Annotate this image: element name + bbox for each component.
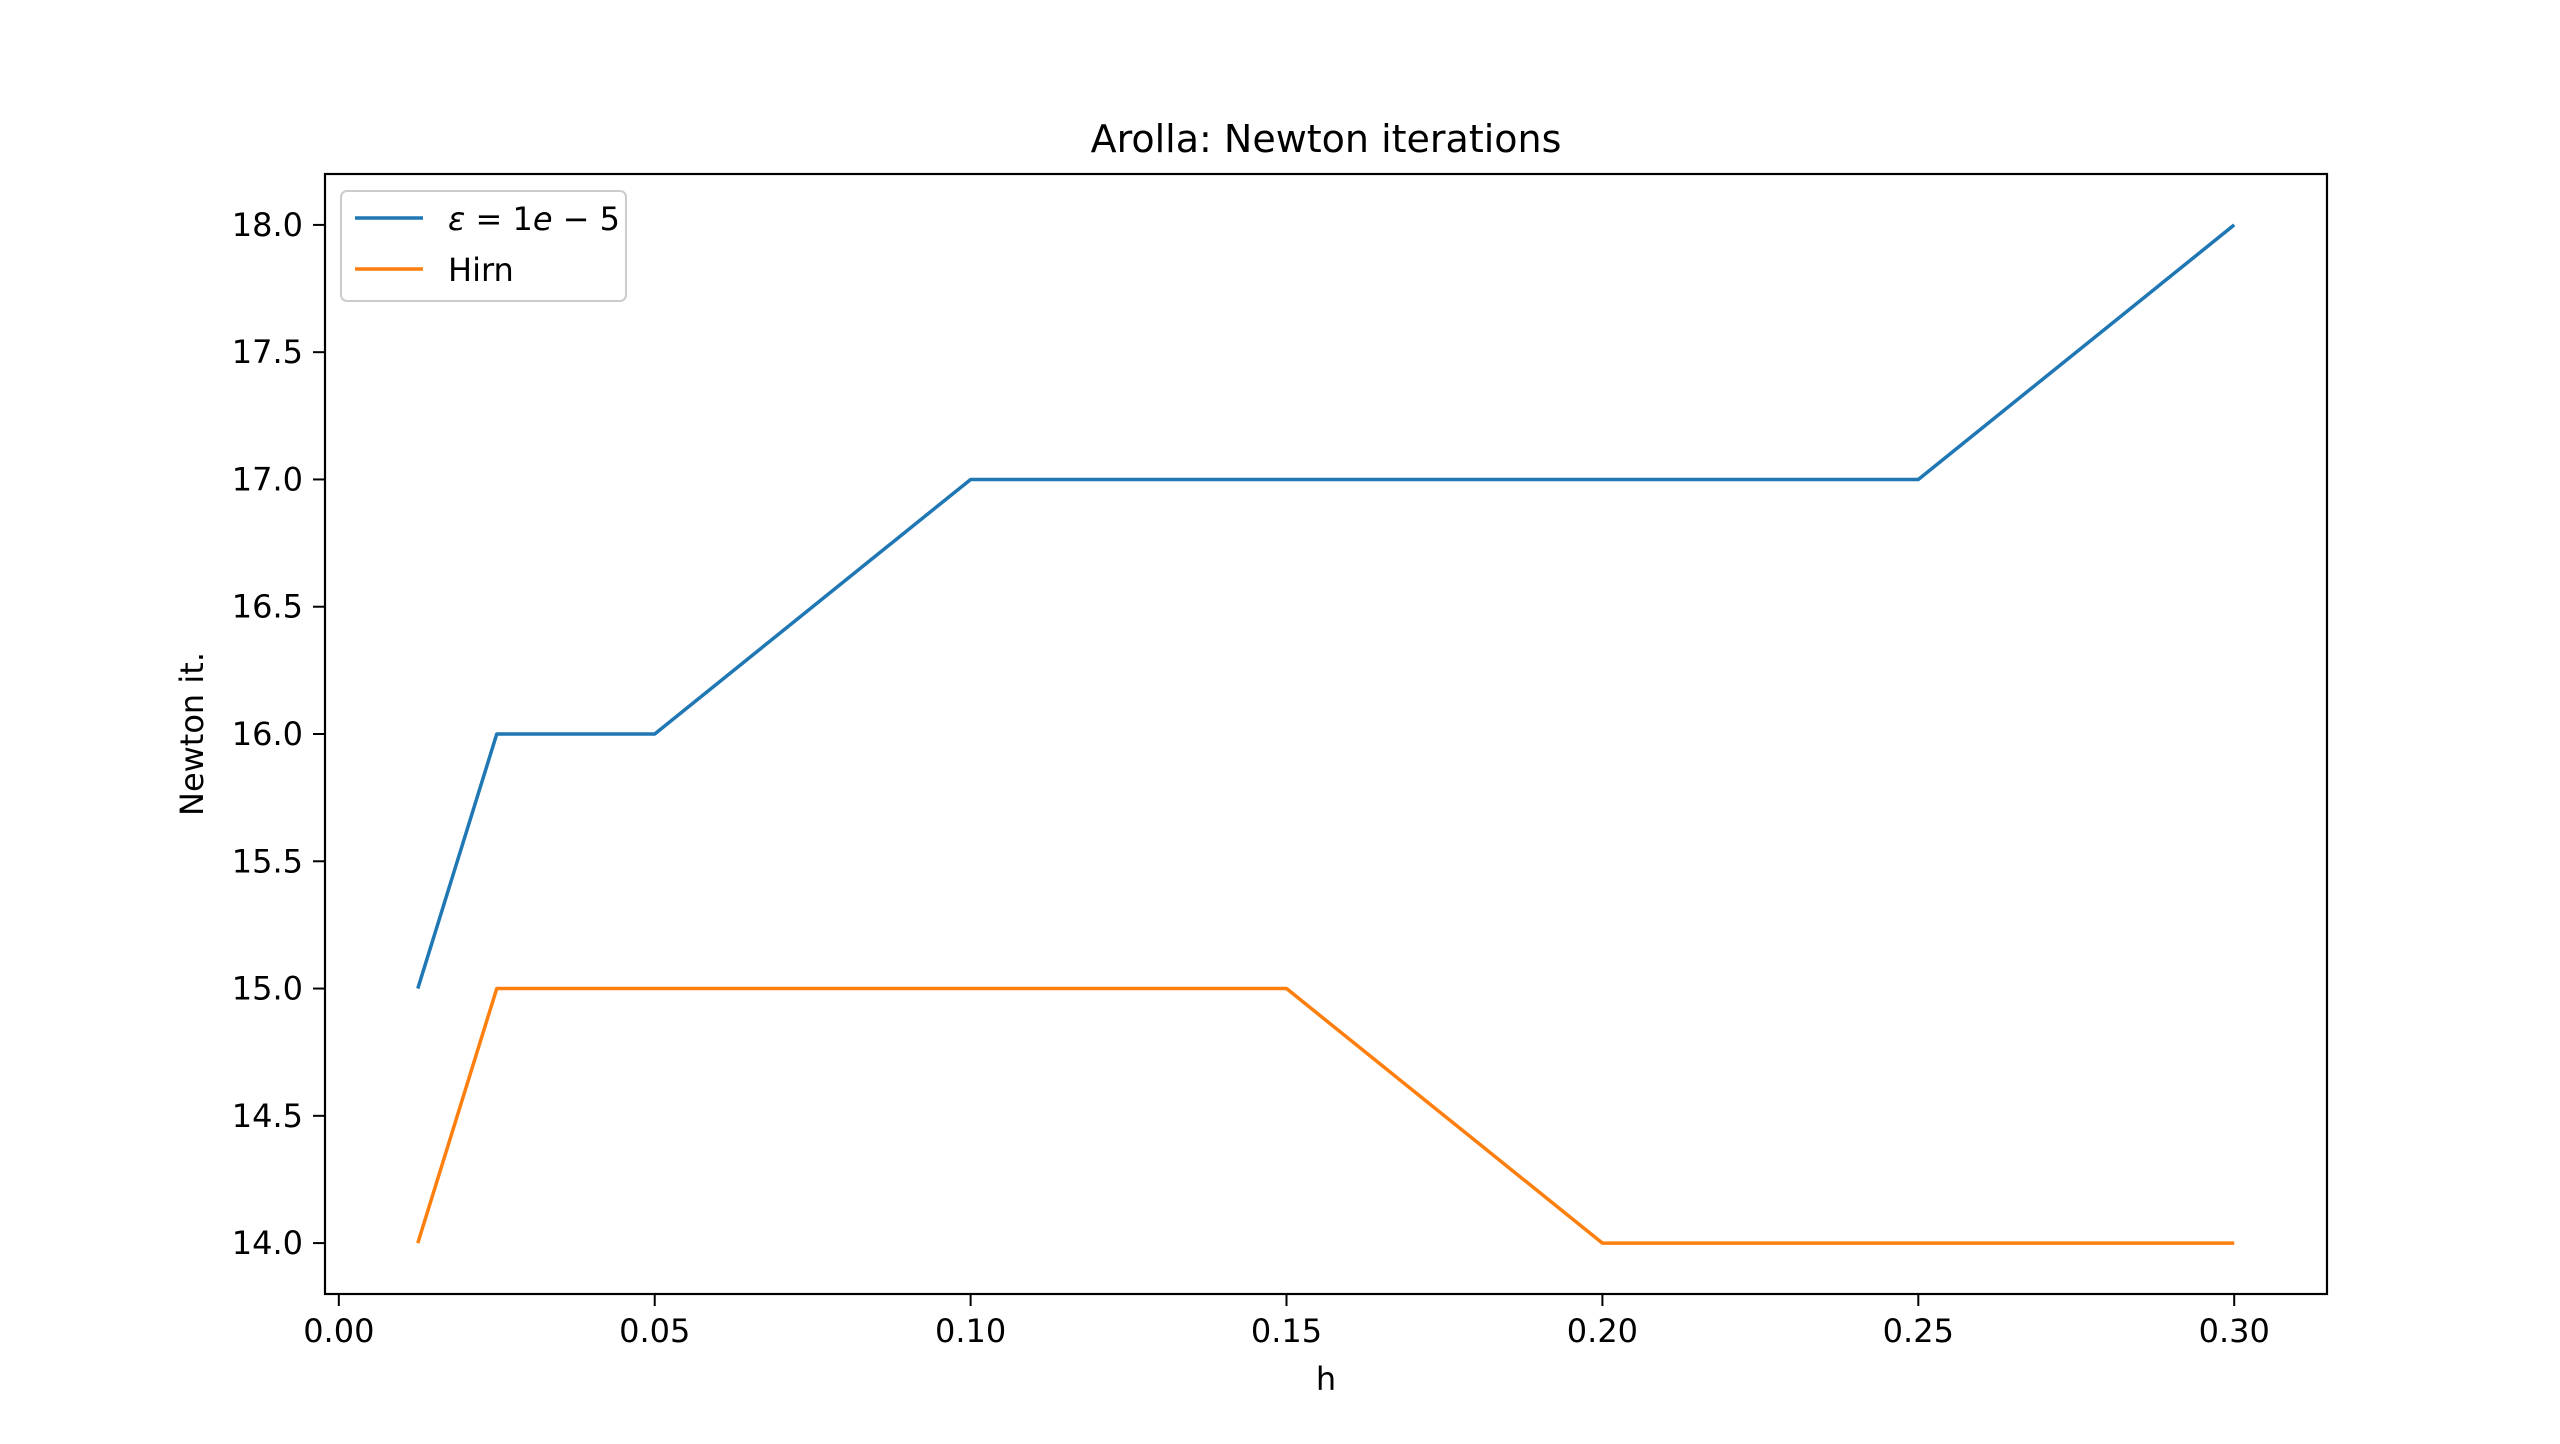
- y-tick-label: 16.5: [232, 588, 303, 626]
- legend-label-hirn: Hirn: [448, 251, 514, 289]
- y-tick-label: 16.0: [232, 715, 303, 753]
- series-line-epsilon: [416, 223, 2236, 990]
- series-line-hirn: [416, 986, 2235, 1245]
- legend-epsilon-one: 1: [512, 200, 532, 238]
- x-tick-label: 0.10: [935, 1312, 1006, 1350]
- legend-label-epsilon: ε = 1e − 5: [448, 200, 620, 238]
- y-tick-label: 14.0: [232, 1224, 303, 1262]
- y-axis-label: Newton it.: [173, 652, 211, 816]
- legend-epsilon-equals: =: [465, 200, 512, 238]
- x-tick-label: 0.30: [2199, 1312, 2270, 1350]
- chart-title: Arolla: Newton iterations: [1091, 117, 1562, 161]
- legend-epsilon-symbol: ε: [448, 200, 465, 238]
- x-tick-label: 0.25: [1883, 1312, 1954, 1350]
- y-tick-label: 15.0: [232, 970, 303, 1008]
- x-tick-label: 0.05: [619, 1312, 690, 1350]
- y-tick-label: 17.0: [232, 460, 303, 498]
- legend-epsilon-e: e: [533, 200, 553, 238]
- series-layer: [416, 223, 2236, 1245]
- y-tick-label: 14.5: [232, 1097, 303, 1135]
- y-axis: 14.0 14.5 15.0 15.5 16.0 16.5 17.0 17.5 18.0: [232, 206, 325, 1262]
- y-tick-label: 15.5: [232, 842, 303, 880]
- y-tick-label: 17.5: [232, 333, 303, 371]
- x-axis: 0.00 0.05 0.10 0.15 0.20 0.25 0.30: [303, 1294, 2270, 1350]
- x-tick-label: 0.20: [1567, 1312, 1638, 1350]
- legend-epsilon-minus-five: − 5: [553, 200, 621, 238]
- x-axis-label: h: [1316, 1360, 1336, 1398]
- y-tick-label: 18.0: [232, 206, 303, 244]
- x-tick-label: 0.00: [303, 1312, 374, 1350]
- legend: ε = 1e − 5 Hirn: [340, 190, 627, 302]
- x-tick-label: 0.15: [1251, 1312, 1322, 1350]
